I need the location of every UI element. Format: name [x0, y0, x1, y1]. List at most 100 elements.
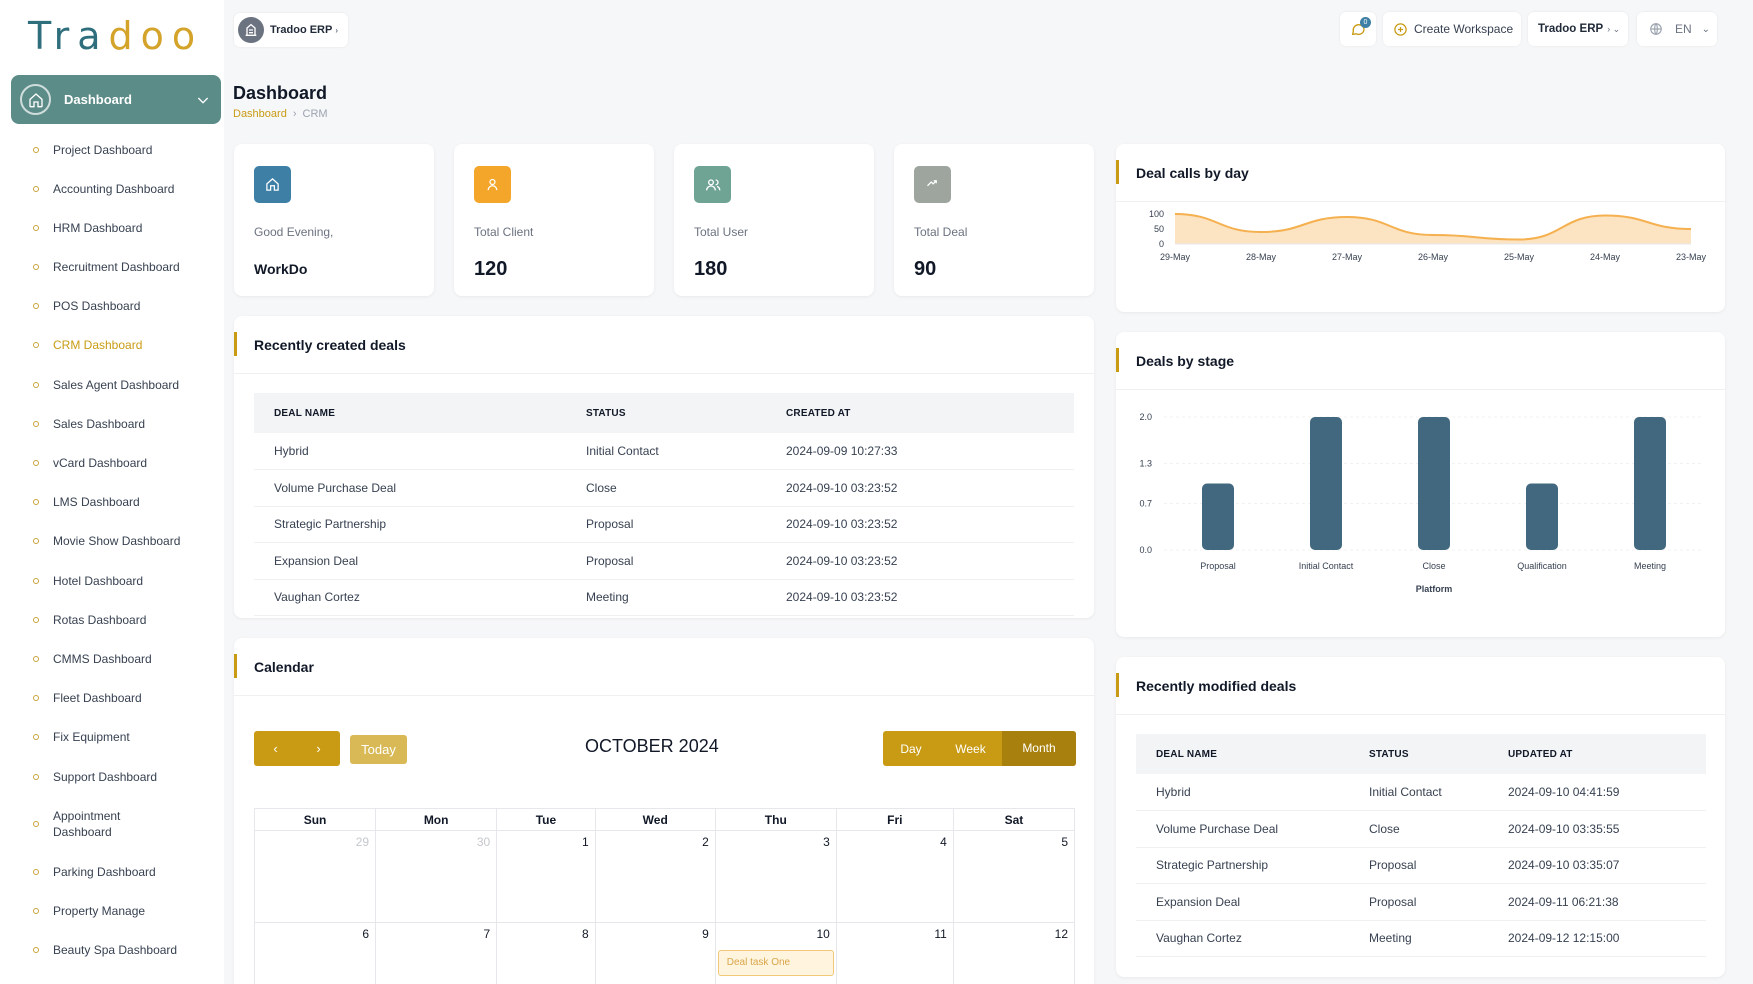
x-tick-label: Proposal — [1200, 561, 1236, 571]
table-row[interactable]: Strategic Partnership Proposal 2024-09-10 … — [1136, 847, 1706, 884]
breadcrumb-home-link[interactable]: Dashboard — [233, 108, 287, 120]
sidebar-subitem[interactable]: POS Dashboard — [0, 286, 224, 325]
calendar-day[interactable]: 3 — [714, 830, 837, 923]
calendar-day[interactable]: 9 — [594, 922, 716, 984]
day-number: 12 — [1054, 927, 1068, 941]
calendar-day[interactable]: 5 — [952, 830, 1076, 923]
calendar-day[interactable]: 6 — [253, 922, 377, 984]
sidebar-subitem[interactable]: Sales Dashboard — [0, 404, 224, 443]
sidebar-subitem-label: POS Dashboard — [53, 298, 141, 313]
sidebar-subitem[interactable]: Property Manage — [0, 891, 224, 930]
workspace-select[interactable]: Tradoo ERP › ⌄ — [1528, 12, 1628, 46]
sidebar-subitem[interactable]: CRM Dashboard — [0, 325, 224, 365]
calendar-day[interactable]: 10 Deal task One — [714, 922, 837, 984]
calendar-day[interactable]: 8 — [496, 922, 596, 984]
x-tick-label: Initial Contact — [1299, 561, 1354, 571]
table-cell: 2024-09-10 03:23:52 — [766, 542, 1074, 580]
view-month-button[interactable]: Month — [1002, 731, 1076, 766]
table-cell: 2024-09-10 03:35:07 — [1488, 847, 1706, 884]
sidebar-subitem[interactable]: CMMS Dashboard — [0, 639, 224, 678]
y-tick-label: 100 — [1149, 209, 1164, 219]
sidebar-subitem[interactable]: Project Dashboard — [0, 130, 224, 169]
y-tick-label: 50 — [1154, 224, 1164, 234]
calendar-day[interactable]: 29 — [253, 830, 377, 923]
messages-button[interactable]: 0 — [1340, 12, 1376, 46]
table-cell: Vaughan Cortez — [254, 579, 566, 616]
brand-logo[interactable]: Tradoo — [28, 14, 204, 58]
language-select[interactable]: EN ⌄ — [1637, 12, 1717, 46]
table-cell: Expansion Deal — [1136, 883, 1349, 921]
sidebar-subitem[interactable]: Hotel Dashboard — [0, 561, 224, 600]
sidebar-subitem[interactable]: Movie Show Dashboard — [0, 521, 224, 561]
sidebar-subitem[interactable]: LMS Dashboard — [0, 482, 224, 521]
bullet-icon — [33, 616, 39, 623]
bar[interactable] — [1202, 483, 1234, 551]
sidebar-subitem[interactable]: HRM Dashboard — [0, 208, 224, 247]
plus-circle-icon — [1394, 22, 1407, 36]
handshake-icon — [914, 166, 951, 203]
bar[interactable] — [1310, 417, 1342, 550]
user-icon — [474, 166, 511, 203]
sidebar-item-dashboard[interactable]: Dashboard — [11, 75, 221, 124]
sidebar-subitem[interactable]: Support Dashboard — [0, 757, 224, 796]
table-row[interactable]: Vaughan Cortez Meeting 2024-09-12 12:15:00 — [1136, 920, 1706, 957]
calendar-day[interactable]: 4 — [835, 830, 954, 923]
bar[interactable] — [1634, 417, 1666, 550]
deals-by-stage-title: Deals by stage — [1116, 332, 1725, 390]
total-client-label: Total Client — [474, 225, 534, 239]
bar[interactable] — [1526, 483, 1558, 551]
deal-calls-card: Deal calls by day 100 50 0 29-May 28-May 27-M… — [1116, 144, 1725, 312]
calendar-day[interactable]: 1 — [496, 830, 596, 923]
sidebar-subitem[interactable]: vCard Dashboard — [0, 443, 224, 482]
bar[interactable] — [1418, 417, 1450, 550]
sidebar-subitem-label: Property Manage — [53, 903, 146, 918]
total-deal-label: Total Deal — [914, 225, 968, 239]
sidebar-subitem[interactable]: Recruitment Dashboard — [0, 247, 224, 286]
day-number: 6 — [362, 927, 370, 941]
calendar-day[interactable]: 11 — [835, 922, 954, 984]
calendar-day[interactable]: 2 — [594, 830, 716, 923]
workspace-avatar — [238, 17, 264, 43]
sidebar-subitem[interactable]: Rotas Dashboard — [0, 600, 224, 639]
today-button[interactable]: Today — [350, 735, 407, 764]
table-row[interactable]: Hybrid Initial Contact 2024-09-10 04:41:59 — [1136, 774, 1706, 811]
sidebar-subitem[interactable]: Parking Dashboard — [0, 852, 224, 891]
day-number: 1 — [582, 835, 589, 849]
home-icon — [20, 84, 51, 115]
workspace-chip-label: Tradoo ERP — [270, 24, 333, 36]
table-row[interactable]: Volume Purchase Deal Close 2024-09-10 03:2… — [254, 469, 1074, 507]
sidebar-subitem[interactable]: Beauty Spa Dashboard — [0, 930, 224, 969]
sidebar-subitem[interactable]: Fleet Dashboard — [0, 678, 224, 717]
sidebar-subitem[interactable]: Fix Equipment — [0, 717, 224, 757]
x-tick-label: 25-May — [1504, 252, 1535, 262]
sidebar-subitem[interactable]: Appointment Dashboard — [0, 796, 224, 852]
language-label: EN — [1675, 22, 1692, 36]
prev-button[interactable]: ‹ — [273, 741, 278, 756]
greeting-name: WorkDo — [254, 261, 308, 277]
workspace-chip[interactable]: Tradoo ERP › — [234, 13, 349, 47]
table-row[interactable]: Strategic Partnership Proposal 2024-09-10 … — [254, 506, 1074, 543]
table-row[interactable]: Volume Purchase Deal Close 2024-09-10 03:3… — [1136, 810, 1706, 848]
sidebar-subitem[interactable]: Accounting Dashboard — [0, 169, 224, 208]
view-day-button[interactable]: Day — [900, 741, 922, 756]
bullet-icon — [33, 868, 39, 875]
next-button[interactable]: › — [316, 741, 321, 756]
table-cell: Proposal — [566, 542, 766, 580]
calendar-day[interactable]: 12 — [952, 922, 1076, 984]
calendar-day[interactable]: 30 — [375, 830, 498, 923]
sidebar-subitem-label: Recruitment Dashboard — [53, 259, 180, 274]
view-week-button[interactable]: Week — [955, 741, 986, 756]
sidebar-subitem-label: Support Dashboard — [53, 769, 158, 784]
sidebar-subitem[interactable]: Sales Agent Dashboard — [0, 365, 224, 404]
create-workspace-button[interactable]: Create Workspace — [1383, 12, 1521, 46]
calendar-event[interactable]: Deal task One — [717, 950, 834, 976]
weekday-header: Sat — [952, 808, 1076, 831]
y-tick-label: 0.7 — [1139, 498, 1152, 508]
calendar-day[interactable]: 7 — [375, 922, 498, 984]
calendar-month-title: OCTOBER 2024 — [585, 736, 719, 756]
table-row[interactable]: Vaughan Cortez Meeting 2024-09-10 03:23:52 — [254, 579, 1074, 616]
sidebar-subitem-label: vCard Dashboard — [53, 455, 148, 470]
table-row[interactable]: Expansion Deal Proposal 2024-09-11 06:21:3… — [1136, 883, 1706, 921]
table-row[interactable]: Hybrid Initial Contact 2024-09-09 10:27:33 — [254, 433, 1074, 470]
table-row[interactable]: Expansion Deal Proposal 2024-09-10 03:23:5… — [254, 542, 1074, 580]
